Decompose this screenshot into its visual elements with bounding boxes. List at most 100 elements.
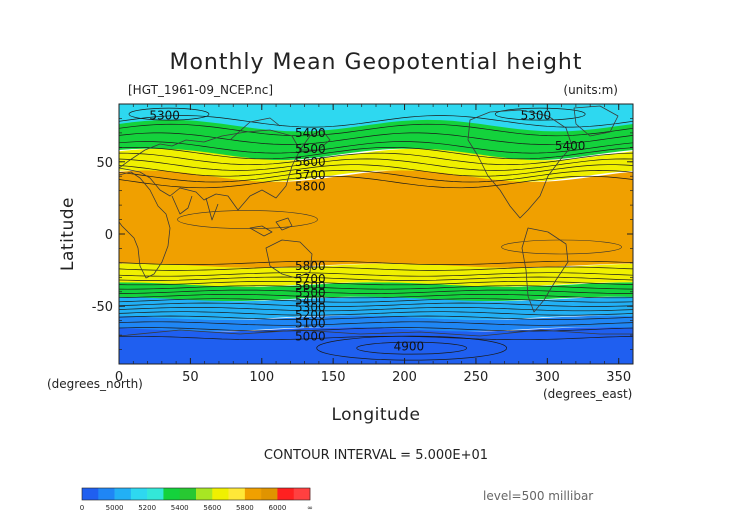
y-tick-label: 0 [105,228,113,243]
contour-line [119,335,633,341]
contour-label: 5500 [295,142,326,156]
contour-band-tropics [119,170,633,268]
contour-line [119,285,633,290]
colorbar-label: 5800 [236,504,254,512]
contour-label: 5800 [295,259,326,273]
colorbar-label: 5400 [171,504,189,512]
contour-band-south-green [119,282,633,302]
colorbar-label: 5600 [203,504,221,512]
x-axis-ticks: 0 50 100 150 200 250 300 350 [115,104,634,385]
colorbar-swatch [82,488,99,500]
contour-line [119,281,633,286]
x-tick-label: 350 [606,370,631,385]
contour-band-south-polar [119,327,633,364]
contour-line [119,170,633,183]
contour-line [119,132,633,145]
x-tick-label: 150 [321,370,346,385]
y-tick-label: -50 [92,300,113,315]
contour-label: 5700 [295,272,326,286]
contour-line [119,294,633,299]
contour-line [119,302,633,307]
colorbar-swatch [98,488,115,500]
x-tick-label: 100 [249,370,274,385]
x-unit-label: (degrees_east) [543,387,632,401]
contour-line [119,298,633,303]
contour-line [119,152,633,166]
contour-line [119,272,633,277]
file-label: [HGT_1961-09_NCEP.nc] [128,83,273,97]
contour-line [119,307,633,312]
contour-line [501,239,622,255]
colorbar-label: 0 [80,504,84,512]
contour-label: 5000 [295,330,326,344]
colorbar-label: ∞ [307,504,313,512]
contour-fill-bands [119,104,633,364]
contour-band-north-green [119,119,633,161]
colorbar-swatch [196,488,213,500]
level-label: level=500 millibar [483,489,593,503]
coastline-outlines [119,105,633,337]
contour-lines [119,107,633,361]
x-tick-label: 250 [464,370,489,385]
contour-label: 5700 [295,168,326,182]
y-tick-label: 50 [96,156,113,171]
contour-line [316,335,508,361]
contour-line [119,321,633,326]
units-label: (units:m) [563,83,618,97]
x-tick-label: 0 [115,370,123,385]
contour-label: 5600 [295,155,326,169]
x-tick-label: 50 [182,370,199,385]
colorbar-frame [81,487,311,501]
colorbar-swatch [114,488,132,500]
contour-label: 5100 [295,317,326,331]
x-tick-label: 200 [392,370,417,385]
colorbar-swatch [228,488,246,500]
x-tick-label: 300 [535,370,560,385]
colorbar-swatch [293,488,311,500]
contour-label: 5800 [295,179,326,193]
contour-line [119,123,633,137]
contour-line [128,107,210,121]
contour-label: 5300 [521,109,552,123]
chart-title: Monthly Mean Geopotential height [169,50,582,75]
y-axis-ticks: -50 0 50 [92,103,633,365]
contour-line [177,210,318,229]
plot-area: 5300 530054005400550056005700580058005700… [119,104,633,364]
colorbar-label: 5200 [138,504,156,512]
colorbar-swatch [179,488,197,500]
contour-band-south-blue [119,315,633,332]
colorbar: 0 5000 5200 5400 5600 5800 6000 ∞ [80,487,313,512]
contour-label: 5400 [555,139,586,153]
colorbar-swatch [244,488,262,500]
contour-labels: 5300 530054005400550056005700580058005700… [149,109,585,354]
colorbar-label: 6000 [269,504,287,512]
contour-label: 5500 [295,286,326,300]
x-axis-label: Longitude [331,405,420,425]
contour-label: 5200 [295,308,326,322]
contour-line [119,146,633,160]
contour-line [119,327,633,332]
colorbar-swatch [163,488,181,500]
contour-label: 4900 [394,340,425,354]
y-axis-label: Latitude [58,197,78,271]
contour-line [119,266,633,271]
contour-line [119,164,633,177]
contour-label: 5300 [295,301,326,315]
contour-line [119,289,633,294]
contour-line [119,276,633,281]
contour-line [119,115,633,128]
colorbar-label: 5000 [106,504,124,512]
colorbar-swatch [261,488,278,500]
contour-line [119,141,633,154]
colorbar-swatch [130,488,148,500]
colorbar-swatch [147,488,164,500]
contour-interval-label: CONTOUR INTERVAL = 5.000E+01 [264,448,488,463]
y-unit-label: (degrees_north) [47,377,143,391]
colorbar-swatch [277,488,295,500]
colorbar-swatch [212,488,229,500]
contour-label: 5400 [295,126,326,140]
contour-line [119,260,633,265]
contour-label: 5600 [295,279,326,293]
contour-line [119,315,633,320]
